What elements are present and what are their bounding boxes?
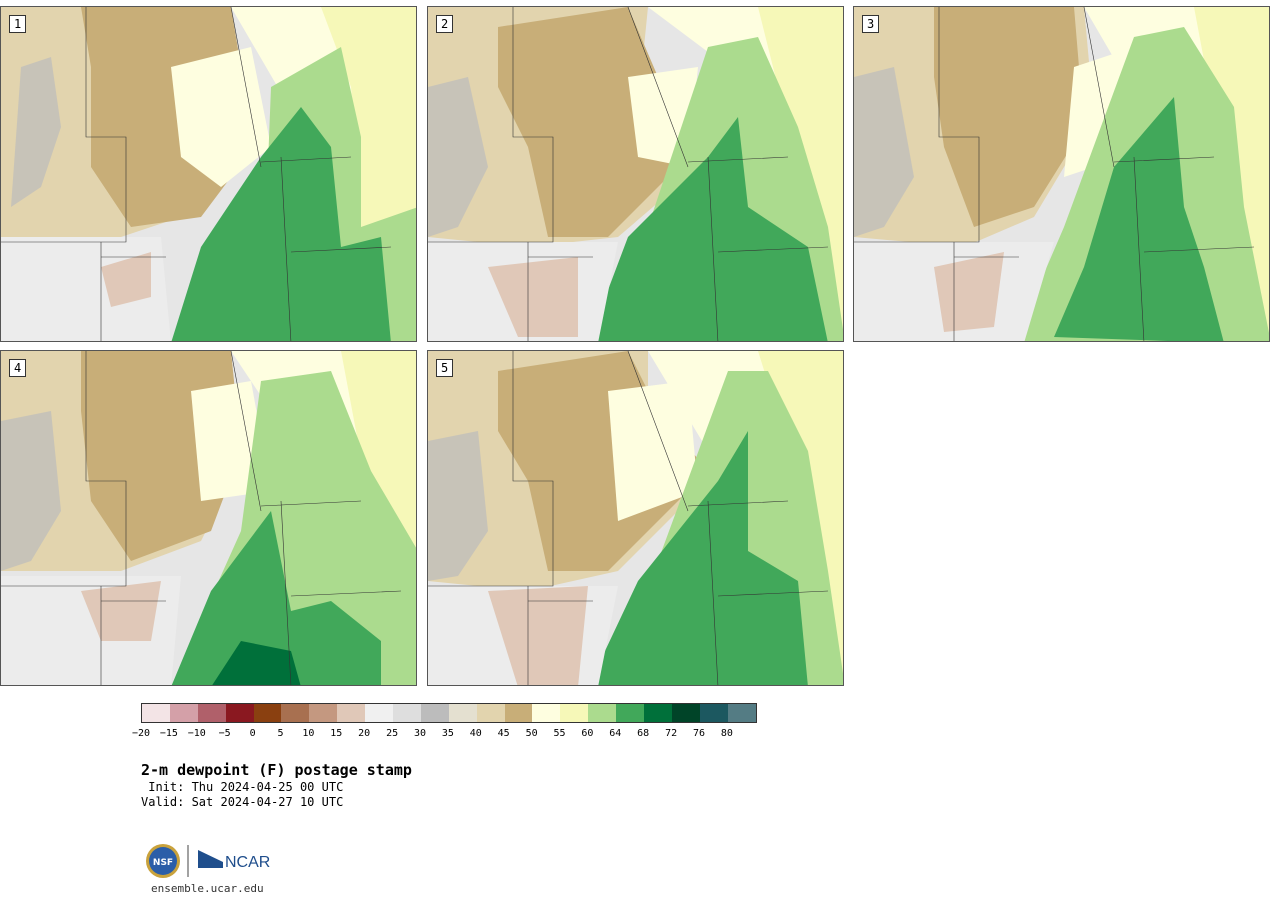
colorbar-tick: 15 <box>330 728 343 739</box>
map-panel-1: 1 <box>0 6 417 342</box>
colorbar-swatch <box>253 704 282 722</box>
colorbar-tick: 40 <box>469 728 482 739</box>
colorbar-tick: 50 <box>525 728 538 739</box>
nsf-ncar-logo: NSF NCAR <box>146 844 270 878</box>
colorbar-tick-labels: −20 −15 −10 −5 0 5 10 15 20 25 30 35 40 45 50 55 60 64 68 7… <box>132 728 761 742</box>
colorbar-swatch <box>142 704 170 722</box>
map-panel-3: 3 <box>853 6 1270 342</box>
colorbar-swatch <box>616 704 645 722</box>
site-url: ensemble.ucar.edu <box>151 882 264 895</box>
colorbar-tick: 68 <box>637 728 650 739</box>
colorbar-tick: 10 <box>302 728 315 739</box>
colorbar-swatch <box>169 704 198 722</box>
colorbar-swatch <box>671 704 700 722</box>
nsf-logo-text: NSF <box>153 858 173 868</box>
dewpoint-map <box>428 351 843 685</box>
panel-number: 1 <box>9 15 27 33</box>
colorbar-tick: 76 <box>692 728 706 739</box>
colorbar-swatch <box>588 704 617 722</box>
colorbar-swatch <box>644 704 672 722</box>
colorbar-swatch <box>365 704 394 722</box>
panel-number: 4 <box>9 359 27 377</box>
colorbar-swatch <box>393 704 421 722</box>
dewpoint-map <box>1 351 416 685</box>
panel-number: 2 <box>436 15 454 33</box>
panel-number: 3 <box>862 15 880 33</box>
dewpoint-map <box>428 7 843 341</box>
dewpoint-map <box>854 7 1269 341</box>
valid-time: Valid: Sat 2024-04-27 10 UTC <box>141 795 344 809</box>
colorbar-tick: 25 <box>386 728 399 739</box>
colorbar-swatch <box>476 704 505 722</box>
plot-title: 2-m dewpoint (F) postage stamp <box>141 761 412 779</box>
colorbar-swatch <box>504 704 533 722</box>
colorbar-tick: 0 <box>249 728 256 739</box>
colorbar-tick: 45 <box>497 728 510 739</box>
colorbar-swatch <box>448 704 477 722</box>
colorbar-swatch <box>420 704 449 722</box>
colorbar-swatch <box>727 704 756 722</box>
colorbar-swatch <box>225 704 254 722</box>
init-time: Init: Thu 2024-04-25 00 UTC <box>141 780 344 794</box>
colorbar-tick: 35 <box>441 728 454 739</box>
colorbar-swatch <box>560 704 589 722</box>
map-panel-4: 4 <box>0 350 417 686</box>
logos: NSF NCAR <box>145 842 275 882</box>
colorbar <box>141 703 757 723</box>
map-panel-2: 2 <box>427 6 844 342</box>
colorbar-tick: 80 <box>720 728 733 739</box>
colorbar-tick: 20 <box>358 728 371 739</box>
colorbar-swatch <box>197 704 226 722</box>
ncar-logo-text: NCAR <box>225 854 270 871</box>
colorbar-tick: −5 <box>218 728 231 739</box>
map-panel-5: 5 <box>427 350 844 686</box>
panel-number: 5 <box>436 359 454 377</box>
colorbar-swatch <box>281 704 310 722</box>
colorbar-tick: 55 <box>553 728 566 739</box>
colorbar-tick: −20 <box>131 728 151 739</box>
colorbar-tick: 60 <box>581 728 594 739</box>
colorbar-tick: 30 <box>413 728 427 739</box>
colorbar-tick: −10 <box>187 728 206 739</box>
colorbar-swatch <box>309 704 338 722</box>
colorbar-swatch <box>532 704 561 722</box>
dewpoint-map <box>1 7 416 341</box>
colorbar-swatch <box>337 704 366 722</box>
colorbar-tick: 64 <box>609 728 622 739</box>
colorbar-swatch <box>699 704 728 722</box>
colorbar-tick: 5 <box>277 728 284 739</box>
colorbar-tick: 72 <box>665 728 678 739</box>
colorbar-tick: −15 <box>159 728 178 739</box>
